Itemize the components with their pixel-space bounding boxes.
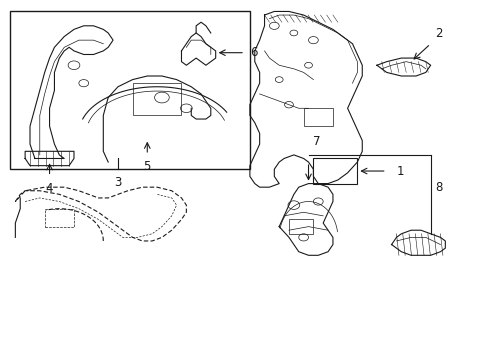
Text: 3: 3 [114, 176, 122, 189]
Text: 2: 2 [436, 27, 443, 40]
Text: 1: 1 [396, 165, 404, 177]
Bar [304, 108, 333, 126]
Text: 4: 4 [46, 182, 53, 195]
Text: 7: 7 [314, 135, 321, 148]
Bar [289, 220, 314, 234]
Bar [10, 12, 250, 169]
Text: 6: 6 [250, 46, 257, 59]
Bar [133, 83, 181, 116]
Text: 8: 8 [436, 181, 443, 194]
Bar [45, 209, 74, 226]
Text: 5: 5 [144, 160, 151, 173]
Bar [314, 158, 357, 184]
